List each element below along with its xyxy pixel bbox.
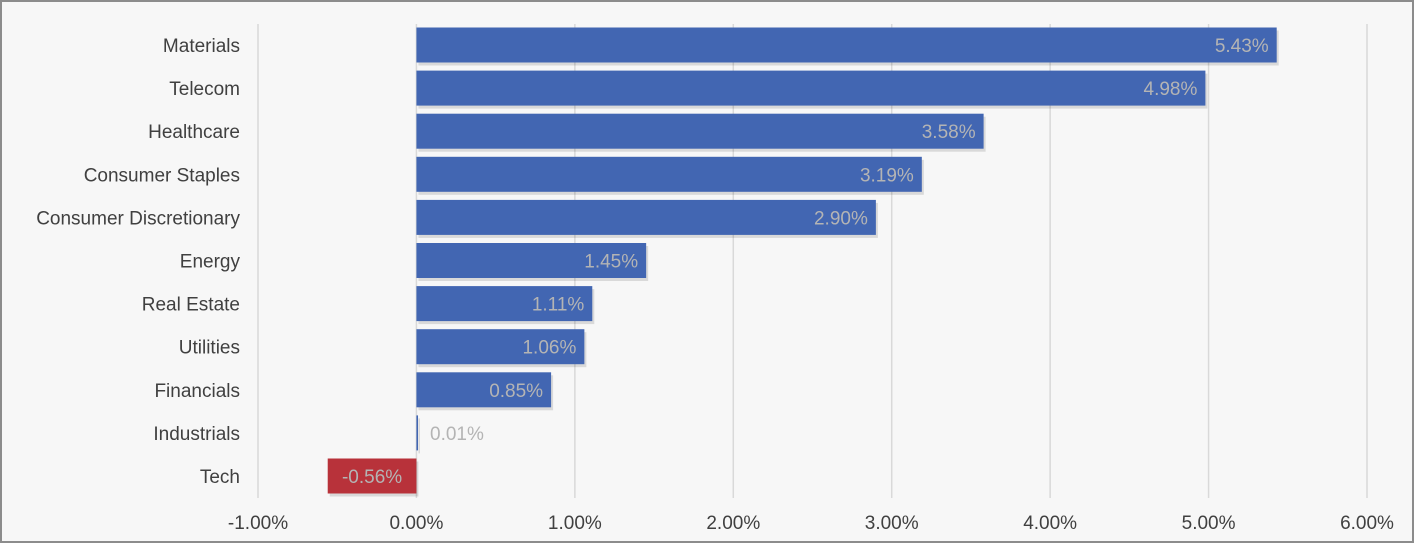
bars	[327, 27, 1279, 497]
x-tick-label: 3.00%	[865, 513, 919, 534]
data-label: 4.98%	[1144, 79, 1198, 100]
data-label: 0.85%	[489, 381, 543, 402]
data-label: -0.56%	[342, 467, 402, 488]
category-label: Real Estate	[142, 295, 240, 316]
bar-utilities	[416, 329, 585, 365]
category-label: Healthcare	[148, 122, 240, 143]
x-tick-label: 0.00%	[389, 513, 443, 534]
data-label: 0.01%	[430, 424, 484, 445]
data-label: 1.06%	[522, 338, 576, 359]
category-label: Consumer Discretionary	[36, 208, 240, 229]
data-label: 1.45%	[584, 252, 638, 273]
bar-real-estate	[416, 286, 593, 322]
bar-industrials	[416, 415, 419, 451]
x-tick-label: -1.00%	[228, 513, 288, 534]
bar-financials	[416, 372, 552, 408]
bar-materials	[416, 27, 1277, 63]
bar-consumer-staples	[416, 156, 922, 192]
category-label: Financials	[154, 381, 240, 402]
category-label: Consumer Staples	[84, 165, 240, 186]
category-label: Materials	[163, 36, 240, 57]
data-label: 3.19%	[860, 165, 914, 186]
x-tick-label: 2.00%	[706, 513, 760, 534]
data-label: 5.43%	[1215, 36, 1269, 57]
category-label: Telecom	[169, 79, 240, 100]
data-labels: 5.43% 4.98% 3.58% 3.19% 2.90% 1.45% 1.11% 1.06%…	[342, 36, 1269, 488]
x-tick-label: 6.00%	[1340, 513, 1394, 534]
bar-shadow	[418, 418, 421, 454]
category-label: Tech	[200, 467, 240, 488]
x-tick-label: 1.00%	[548, 513, 602, 534]
bar-tech	[327, 458, 417, 494]
x-tick-label: 4.00%	[1023, 513, 1077, 534]
bar-energy	[416, 243, 647, 278]
bar-consumer-discretionary	[416, 199, 876, 235]
x-tick-label: 5.00%	[1182, 513, 1236, 534]
category-label: Industrials	[153, 424, 240, 445]
category-label: Utilities	[179, 338, 240, 359]
category-label: Energy	[180, 252, 241, 273]
bar-healthcare	[416, 113, 984, 149]
data-label: 1.11%	[532, 295, 585, 316]
bar-telecom	[416, 70, 1206, 106]
category-labels: Materials Telecom Healthcare Consumer Stapl…	[36, 36, 240, 488]
data-label: 2.90%	[814, 208, 868, 229]
x-tick-labels: -1.00% 0.00% 1.00% 2.00% 3.00% 4.00% 5.00% 6.00…	[228, 513, 1394, 534]
data-label: 3.58%	[922, 122, 976, 143]
